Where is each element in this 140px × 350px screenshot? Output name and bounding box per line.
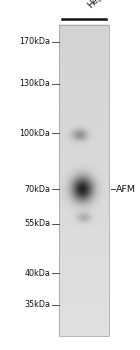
Text: AFM: AFM — [116, 184, 136, 194]
Text: 55kDa: 55kDa — [24, 219, 50, 229]
Text: 40kDa: 40kDa — [24, 268, 50, 278]
Text: 130kDa: 130kDa — [19, 79, 50, 89]
Text: 35kDa: 35kDa — [24, 300, 50, 309]
Text: 70kDa: 70kDa — [24, 184, 50, 194]
Text: 100kDa: 100kDa — [19, 128, 50, 138]
Text: 170kDa: 170kDa — [19, 37, 50, 47]
Bar — [59, 25, 109, 336]
Text: HepG2: HepG2 — [85, 0, 113, 10]
